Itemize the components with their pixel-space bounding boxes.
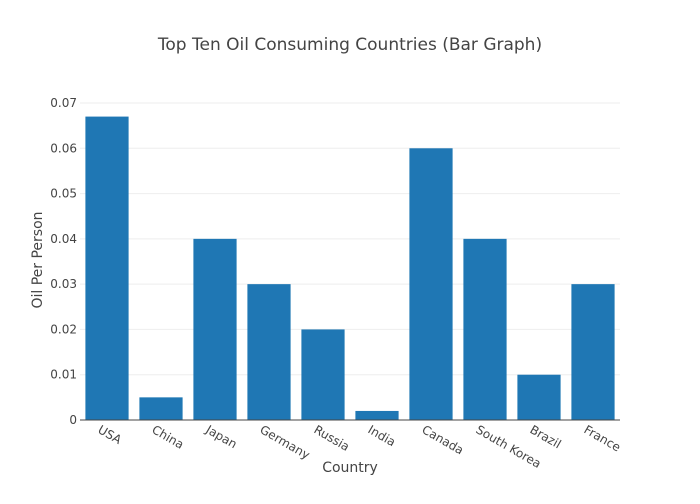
x-tick-label: Japan [203, 422, 240, 451]
x-tick-label: Brazil [528, 422, 564, 451]
y-tick-label: 0.02 [50, 322, 77, 336]
y-tick-label: 0.04 [50, 232, 77, 246]
y-tick-label: 0.06 [50, 141, 77, 155]
bar-south-korea[interactable] [463, 238, 507, 420]
y-tick-label: 0.03 [50, 277, 77, 291]
x-tick-label: France [582, 422, 624, 454]
x-tick-label: Germany [258, 422, 313, 462]
grid-lines [80, 102, 620, 376]
bar-brazil[interactable] [517, 374, 561, 420]
y-tick-labels: 0 0.01 0.02 0.03 0.04 0.05 0.06 0.07 [50, 96, 77, 427]
bar-china[interactable] [139, 397, 183, 420]
x-tick-label: India [366, 422, 399, 449]
y-tick-label: 0 [69, 413, 77, 427]
bar-canada[interactable] [409, 148, 453, 421]
x-tick-label: China [150, 422, 187, 451]
bar-russia[interactable] [301, 329, 345, 420]
bar-france[interactable] [571, 284, 615, 420]
bar-germany[interactable] [247, 284, 291, 420]
chart-title: Top Ten Oil Consuming Countries (Bar Gra… [157, 35, 542, 55]
x-tick-label: Canada [420, 422, 467, 457]
bar-japan[interactable] [193, 238, 237, 420]
x-axis-title: Country [322, 460, 378, 476]
y-axis-title: Oil Per Person [30, 211, 46, 308]
y-tick-label: 0.01 [50, 368, 77, 382]
x-tick-label: USA [96, 422, 125, 447]
bars [85, 116, 615, 421]
bar-usa[interactable] [85, 116, 129, 420]
y-tick-label: 0.05 [50, 187, 77, 201]
bar-india[interactable] [355, 410, 399, 420]
y-tick-label: 0.07 [50, 96, 77, 110]
x-tick-label: Russia [312, 422, 352, 453]
